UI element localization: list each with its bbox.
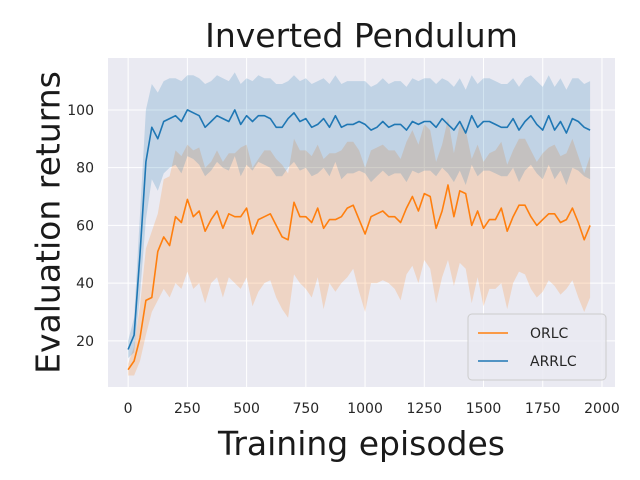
confidence-bands bbox=[128, 72, 591, 376]
x-tick-label: 0 bbox=[124, 401, 133, 417]
legend-box bbox=[467, 313, 607, 381]
legend-label-arrlc: ARRLC bbox=[530, 354, 577, 370]
line-orlc bbox=[127, 184, 591, 371]
chart-title: Inverted Pendulum bbox=[205, 16, 518, 55]
series-lines bbox=[127, 109, 591, 371]
legend-label-orlc: ORLC bbox=[530, 326, 569, 342]
y-tick-labels: 20 40 60 80 100 bbox=[67, 103, 94, 350]
legend: ORLC ARRLC bbox=[467, 313, 607, 381]
x-tick-label: 1250 bbox=[406, 401, 442, 417]
y-tick-label: 20 bbox=[76, 334, 94, 350]
band-orlc bbox=[128, 118, 591, 376]
y-tick-label: 40 bbox=[76, 276, 94, 292]
x-tick-label: 250 bbox=[174, 401, 201, 417]
y-tick-label: 100 bbox=[67, 103, 94, 119]
x-tick-label: 1750 bbox=[525, 401, 561, 417]
line-arrlc bbox=[127, 109, 591, 350]
x-tick-label: 2000 bbox=[584, 401, 620, 417]
y-tick-label: 80 bbox=[76, 161, 94, 177]
x-axis-label: Training episodes bbox=[217, 424, 505, 463]
x-tick-label: 1500 bbox=[466, 401, 502, 417]
x-tick-labels: 0 250 500 750 1000 1250 1500 1750 2000 bbox=[124, 401, 620, 417]
x-tick-label: 750 bbox=[292, 401, 319, 417]
band-arrlc bbox=[128, 72, 591, 359]
x-tick-label: 500 bbox=[233, 401, 260, 417]
y-axis-label: Evaluation returns bbox=[29, 71, 68, 374]
x-tick-label: 1000 bbox=[347, 401, 383, 417]
y-tick-label: 60 bbox=[76, 218, 94, 234]
